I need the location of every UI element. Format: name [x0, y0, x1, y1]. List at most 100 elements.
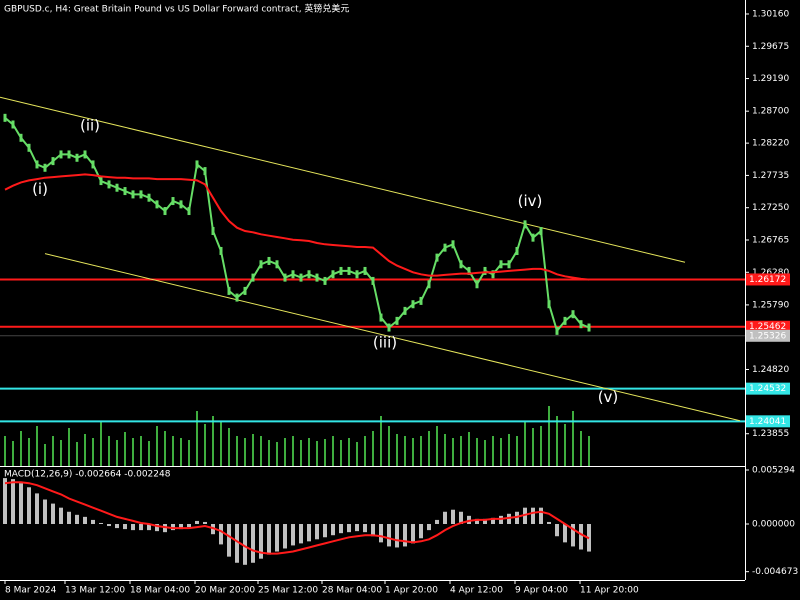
y-tick-label: 0.000000: [752, 520, 795, 530]
trendline: [44, 253, 741, 422]
macd-bar: [379, 524, 383, 543]
macd-bar: [27, 487, 31, 524]
macd-bar: [531, 507, 535, 524]
level-label: 1.24041: [749, 417, 786, 427]
y-tick-label: 1.23855: [752, 429, 789, 439]
macd-bar: [355, 524, 359, 532]
y-tick-label: 1.24820: [752, 365, 789, 375]
macd-bar: [571, 524, 575, 547]
y-tick-label: 1.25790: [752, 300, 789, 310]
macd-bar: [339, 524, 343, 534]
level-label-box: [746, 273, 790, 286]
macd-bar: [299, 524, 303, 544]
macd-bar: [115, 524, 119, 529]
macd-bar: [483, 518, 487, 524]
macd-bar: [443, 511, 447, 524]
macd-title: MACD(12,26,9) -0.002664 -0.002248: [4, 470, 171, 480]
macd-bar: [83, 516, 87, 524]
macd-bar: [275, 524, 279, 552]
macd-bar: [475, 518, 479, 524]
macd-bar: [19, 483, 23, 524]
macd-bar: [547, 521, 551, 524]
y-tick-label: 1.29675: [752, 42, 789, 52]
macd-bar: [387, 524, 391, 547]
macd-bar: [171, 524, 175, 531]
macd-bar: [251, 524, 255, 563]
y-tick-label: 1.28700: [752, 107, 789, 117]
macd-bar: [227, 524, 231, 557]
macd-bar: [11, 479, 15, 524]
macd-bar: [155, 524, 159, 532]
level-label-box: [746, 415, 790, 428]
wave-label: (i): [32, 180, 48, 198]
macd-bar: [235, 524, 239, 563]
x-tick-label: 4 Apr 12:00: [450, 586, 503, 596]
y-tick-label: 1.29190: [752, 74, 789, 84]
y-tick-label: 0.005294: [752, 465, 795, 475]
wave-label: (iii): [373, 333, 397, 351]
macd-bar: [363, 524, 367, 533]
x-tick-label: 20 Mar 20:00: [195, 586, 255, 596]
macd-bar: [75, 514, 79, 524]
last-price-box: [746, 329, 790, 342]
macd-bar: [411, 524, 415, 544]
y-tick-label: 1.27735: [752, 171, 789, 181]
level-label: 1.25462: [749, 322, 786, 332]
macd-bar: [179, 524, 183, 530]
level-label-box: [746, 382, 790, 395]
x-tick-label: 13 Mar 12:00: [65, 586, 125, 596]
macd-bar: [195, 520, 199, 524]
macd-bar: [371, 524, 375, 537]
macd-bar: [203, 521, 207, 524]
macd-bar: [219, 524, 223, 545]
macd-bar: [3, 478, 7, 524]
wave-label: (iv): [518, 192, 543, 210]
macd-bar: [307, 524, 311, 542]
macd-bar: [131, 524, 135, 531]
macd-bar: [59, 507, 63, 524]
macd-bar: [99, 522, 103, 524]
x-tick-label: 8 Mar 2024: [5, 586, 57, 596]
price-line: [4, 117, 590, 334]
y-tick-label: 1.26280: [752, 268, 789, 278]
macd-bar: [539, 507, 543, 524]
price-bar: [587, 323, 591, 332]
x-tick-label: 1 Apr 20:00: [385, 586, 438, 596]
x-tick-label: 9 Apr 04:00: [515, 586, 568, 596]
macd-bar: [291, 524, 295, 546]
macd-bar: [395, 524, 399, 548]
last-price-label: 1.25326: [749, 331, 786, 341]
macd-bar: [123, 524, 127, 530]
chart-title: GBPUSD.c, H4: Great Britain Pound vs US …: [4, 3, 349, 15]
x-tick-label: 25 Mar 12:00: [258, 586, 318, 596]
macd-bar: [243, 524, 247, 565]
y-tick-label: -0.004673: [752, 567, 798, 577]
macd-bar: [35, 493, 39, 524]
level-label: 1.24532: [749, 384, 786, 394]
macd-bar: [435, 519, 439, 524]
level-label-box: [746, 320, 790, 333]
x-tick-label: 28 Mar 04:00: [322, 586, 382, 596]
macd-bar: [91, 519, 95, 524]
x-tick-label: 18 Mar 04:00: [130, 586, 190, 596]
y-tick-label: 1.26765: [752, 235, 789, 245]
wave-label: (v): [598, 388, 619, 406]
macd-bar: [147, 524, 151, 531]
level-label: 1.26172: [749, 275, 786, 285]
macd-bar: [107, 524, 111, 527]
macd-bar: [315, 524, 319, 540]
macd-bar: [563, 524, 567, 543]
macd-bar: [451, 509, 455, 524]
trendline: [0, 96, 686, 263]
wave-label: (ii): [80, 116, 100, 134]
macd-bar: [499, 515, 503, 524]
macd-bar: [491, 517, 495, 524]
macd-bar: [187, 524, 191, 528]
macd-bar: [259, 524, 263, 559]
macd-bar: [427, 524, 431, 531]
macd-bar: [403, 524, 407, 547]
macd-bar: [555, 524, 559, 537]
